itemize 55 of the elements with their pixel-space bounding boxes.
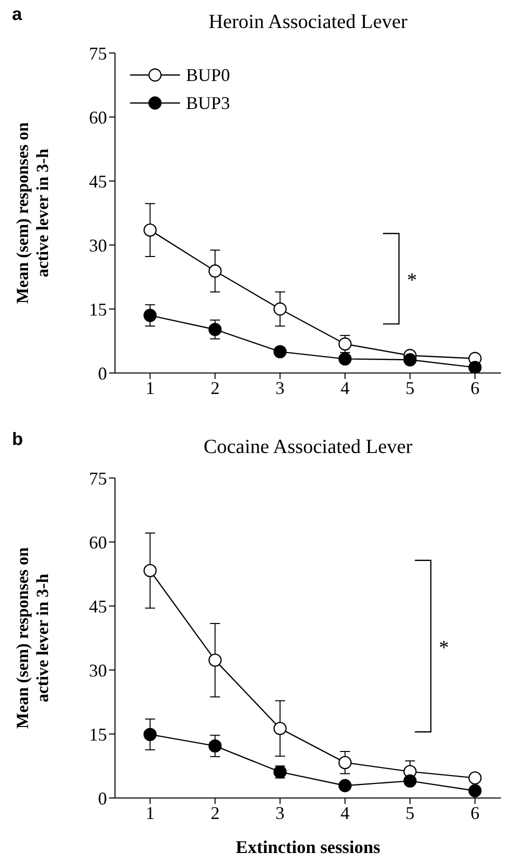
point [468, 784, 482, 798]
y-tick-label: 30 [89, 660, 107, 680]
point [468, 771, 482, 785]
y-tick-label: 60 [89, 107, 107, 128]
y-tick-label: 75 [89, 43, 107, 64]
x-axis-title: Extinction sessions [236, 837, 380, 857]
legend-label: BUP3 [186, 92, 230, 114]
point [143, 223, 157, 237]
point [338, 352, 352, 366]
point [208, 739, 222, 753]
point [403, 353, 417, 366]
y-tick-label: 45 [89, 596, 107, 616]
x-tick-label: 5 [406, 378, 415, 398]
legend-label: BUP0 [186, 64, 230, 86]
chart-title: Heroin Associated Lever [208, 11, 408, 33]
text: a [12, 4, 23, 24]
point [143, 728, 157, 742]
point [208, 654, 222, 667]
point [468, 360, 482, 373]
point [273, 302, 287, 316]
x-tick-label: 6 [470, 378, 480, 398]
x-tick-label: 6 [470, 802, 480, 823]
y-tick-label: 30 [89, 235, 107, 256]
point [208, 264, 222, 278]
x-tick-label: 2 [210, 802, 220, 823]
y-tick-label: 60 [89, 532, 107, 552]
point [338, 756, 352, 770]
point [273, 722, 287, 736]
point [338, 337, 352, 351]
text: b [12, 429, 23, 449]
annotation: * [406, 270, 417, 292]
point [208, 322, 222, 336]
x-tick-label: 2 [210, 378, 220, 398]
y-tick-label: 15 [89, 299, 107, 320]
y-axis-title: Mean (sem) responses on active lever in 3-h [13, 546, 52, 729]
x-tick-label: 4 [340, 378, 350, 398]
x-tick-label: 5 [406, 802, 415, 823]
x-tick-label: 3 [276, 802, 285, 823]
point [273, 345, 287, 358]
x-tick-label: 3 [276, 378, 285, 398]
chart-title: Cocaine Associated Lever [204, 436, 413, 458]
y-tick-label: 15 [89, 724, 107, 744]
y-tick-label: 0 [98, 788, 107, 808]
x-tick-label: 1 [146, 802, 155, 823]
y-axis-title: Mean (sem) responses on active lever in 3-h [13, 122, 52, 304]
y-tick-label: 45 [89, 171, 107, 192]
point [403, 774, 417, 788]
y-tick-label: 0 [98, 363, 107, 384]
x-tick-label: 1 [146, 378, 155, 398]
point [143, 308, 157, 322]
y-tick-label: 75 [89, 468, 107, 488]
point [143, 564, 157, 578]
x-tick-label: 4 [340, 802, 350, 823]
annotation: * [438, 637, 449, 660]
point [338, 779, 352, 792]
